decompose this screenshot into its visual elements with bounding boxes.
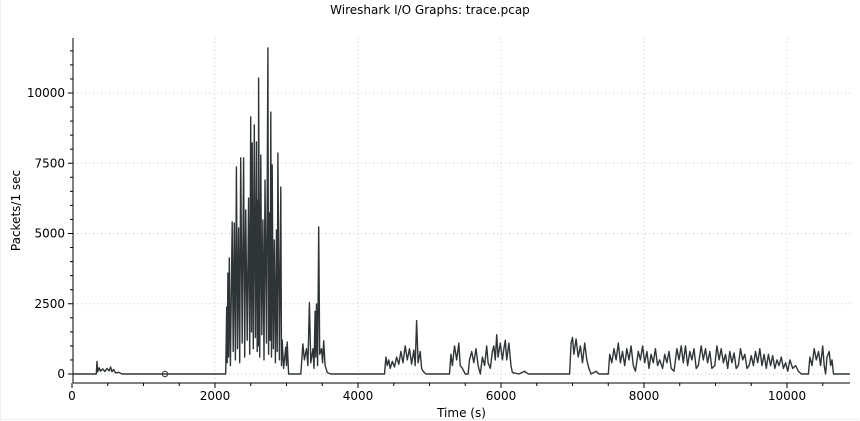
y-tick-label: 0 (57, 367, 65, 381)
y-tick-label: 10000 (27, 86, 65, 100)
x-tick-label: 6000 (486, 389, 517, 403)
series-line (72, 47, 850, 375)
x-tick-label: 10000 (768, 389, 806, 403)
y-axis-label: Packets/1 sec (9, 170, 23, 251)
x-tick-label: 4000 (343, 389, 374, 403)
y-tick-label: 7500 (34, 156, 65, 170)
marker-point[interactable] (161, 370, 169, 378)
y-tick-label: 5000 (34, 227, 65, 241)
x-axis-label: Time (s) (436, 406, 486, 420)
x-tick-label: 8000 (629, 389, 660, 403)
x-tick-label: 2000 (200, 389, 231, 403)
x-tick-label: 0 (68, 389, 76, 403)
y-tick-label: 2500 (34, 297, 65, 311)
chart-title: Wireshark I/O Graphs: trace.pcap (330, 3, 530, 17)
